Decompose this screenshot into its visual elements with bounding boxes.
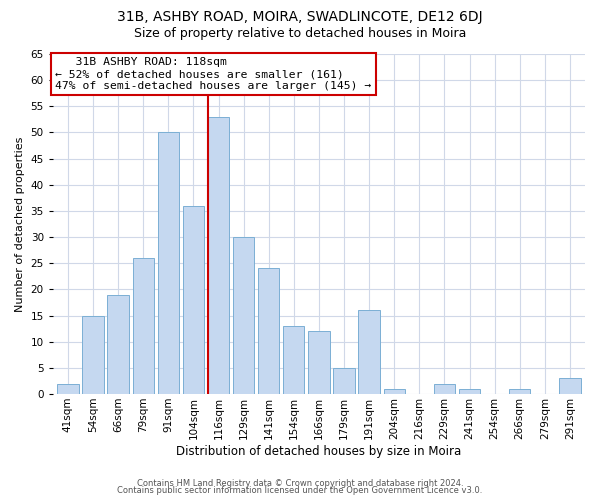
Y-axis label: Number of detached properties: Number of detached properties [15, 136, 25, 312]
Bar [183, 206, 204, 394]
Bar [57, 384, 79, 394]
Bar [459, 389, 480, 394]
Bar [559, 378, 581, 394]
Bar [334, 368, 355, 394]
Bar [208, 117, 229, 394]
Bar [308, 332, 329, 394]
Bar [383, 389, 405, 394]
Bar [82, 316, 104, 394]
Text: 31B, ASHBY ROAD, MOIRA, SWADLINCOTE, DE12 6DJ: 31B, ASHBY ROAD, MOIRA, SWADLINCOTE, DE1… [117, 10, 483, 24]
X-axis label: Distribution of detached houses by size in Moira: Distribution of detached houses by size … [176, 444, 461, 458]
Text: 31B ASHBY ROAD: 118sqm
← 52% of detached houses are smaller (161)
47% of semi-de: 31B ASHBY ROAD: 118sqm ← 52% of detached… [55, 58, 372, 90]
Bar [158, 132, 179, 394]
Bar [258, 268, 280, 394]
Bar [509, 389, 530, 394]
Text: Contains public sector information licensed under the Open Government Licence v3: Contains public sector information licen… [118, 486, 482, 495]
Text: Size of property relative to detached houses in Moira: Size of property relative to detached ho… [134, 28, 466, 40]
Bar [358, 310, 380, 394]
Bar [434, 384, 455, 394]
Bar [107, 294, 129, 394]
Bar [133, 258, 154, 394]
Bar [283, 326, 304, 394]
Text: Contains HM Land Registry data © Crown copyright and database right 2024.: Contains HM Land Registry data © Crown c… [137, 478, 463, 488]
Bar [233, 237, 254, 394]
